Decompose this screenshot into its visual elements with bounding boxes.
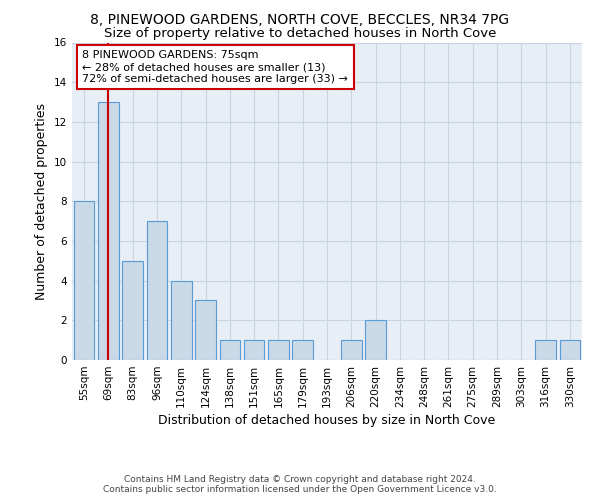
Bar [268, 340, 289, 360]
X-axis label: Distribution of detached houses by size in North Cove: Distribution of detached houses by size … [158, 414, 496, 427]
Bar [244, 340, 265, 360]
Bar [195, 300, 216, 360]
Bar [98, 102, 119, 360]
Y-axis label: Number of detached properties: Number of detached properties [35, 103, 49, 300]
Text: 8 PINEWOOD GARDENS: 75sqm
← 28% of detached houses are smaller (13)
72% of semi-: 8 PINEWOOD GARDENS: 75sqm ← 28% of detac… [82, 50, 348, 84]
Text: Size of property relative to detached houses in North Cove: Size of property relative to detached ho… [104, 28, 496, 40]
Bar [146, 221, 167, 360]
Bar [341, 340, 362, 360]
Text: 8, PINEWOOD GARDENS, NORTH COVE, BECCLES, NR34 7PG: 8, PINEWOOD GARDENS, NORTH COVE, BECCLES… [91, 12, 509, 26]
Bar [535, 340, 556, 360]
Bar [292, 340, 313, 360]
Bar [220, 340, 240, 360]
Bar [365, 320, 386, 360]
Bar [171, 280, 191, 360]
Bar [122, 261, 143, 360]
Bar [74, 201, 94, 360]
Bar [560, 340, 580, 360]
Text: Contains HM Land Registry data © Crown copyright and database right 2024.
Contai: Contains HM Land Registry data © Crown c… [103, 474, 497, 494]
